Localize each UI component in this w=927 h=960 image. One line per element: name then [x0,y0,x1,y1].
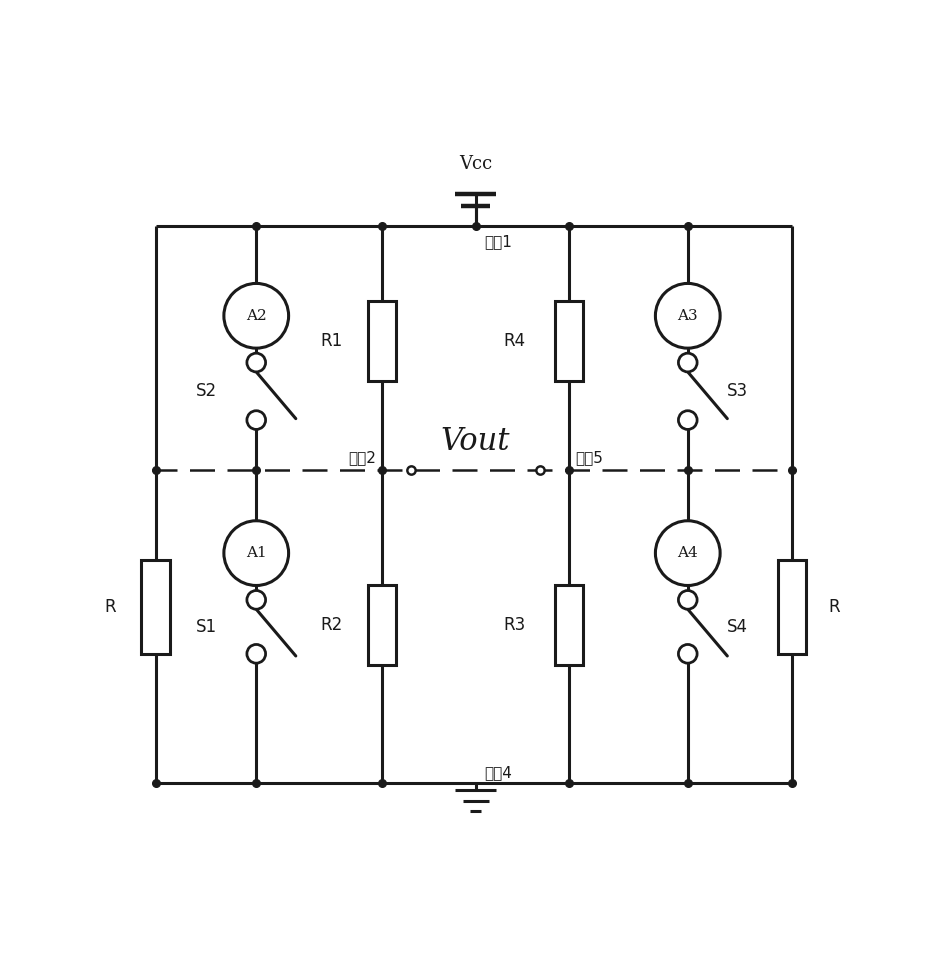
Text: 节点5: 节点5 [574,449,602,465]
Text: Vout: Vout [440,426,510,458]
Text: R: R [827,598,839,616]
Text: 节点1: 节点1 [484,234,512,250]
Text: A3: A3 [677,309,697,323]
Text: A1: A1 [246,546,266,560]
Circle shape [247,353,265,372]
Text: A4: A4 [677,546,697,560]
Text: S2: S2 [196,382,217,400]
Circle shape [247,590,265,610]
Circle shape [678,411,696,429]
Text: R4: R4 [503,332,526,350]
Text: S4: S4 [727,618,747,636]
Text: S3: S3 [727,382,748,400]
Bar [777,561,806,654]
Bar [367,301,396,380]
Text: 节点2: 节点2 [349,449,376,465]
Circle shape [223,520,288,586]
Bar [367,586,396,664]
Circle shape [654,520,719,586]
Text: S1: S1 [196,618,217,636]
Circle shape [247,411,265,429]
Circle shape [678,353,696,372]
Text: R1: R1 [320,332,342,350]
Circle shape [678,644,696,663]
Circle shape [678,590,696,610]
Bar [141,561,170,654]
Bar [554,301,583,380]
Text: R: R [104,598,116,616]
Text: R2: R2 [320,616,342,634]
Text: Vcc: Vcc [459,156,491,174]
Circle shape [247,644,265,663]
Bar [554,586,583,664]
Text: R3: R3 [503,616,526,634]
Circle shape [223,283,288,348]
Text: 节点4: 节点4 [484,765,512,780]
Circle shape [654,283,719,348]
Text: A2: A2 [246,309,266,323]
